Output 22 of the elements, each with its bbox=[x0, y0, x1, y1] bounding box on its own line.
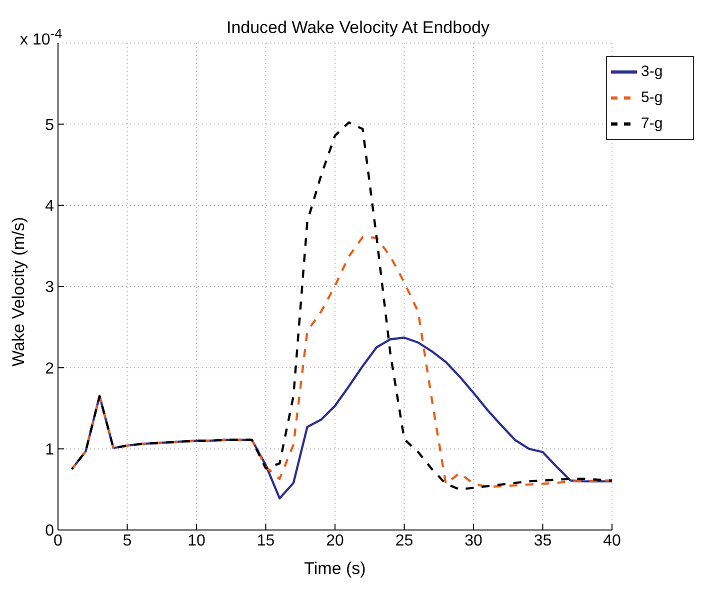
x-tick-label: 25 bbox=[395, 532, 414, 550]
x-axis-title: Time (s) bbox=[304, 559, 366, 578]
y-tick-label: 2 bbox=[45, 360, 54, 378]
legend-label: 7-g bbox=[641, 114, 663, 132]
x-tick-label: 40 bbox=[603, 532, 621, 550]
y-axis-title: Wake Velocity (m/s) bbox=[9, 216, 28, 366]
annotation: x 10$^{-4}$ bbox=[20, 26, 62, 50]
y-tick-label: 4 bbox=[45, 198, 54, 216]
line-series bbox=[70, 121, 612, 491]
legend-label: 5-g bbox=[641, 88, 663, 106]
chart-title: Induced Wake Velocity At Endbody bbox=[226, 18, 490, 37]
x-tick-label: 35 bbox=[534, 532, 552, 550]
x-tick-label: 20 bbox=[326, 532, 344, 550]
x-tick-label: 15 bbox=[256, 532, 275, 550]
legend-label: 3-g bbox=[641, 62, 663, 80]
line-series bbox=[70, 236, 612, 488]
y-tick-label: 3 bbox=[45, 279, 54, 296]
x-tick-label: 10 bbox=[188, 532, 206, 550]
y-tick-label: 5 bbox=[45, 116, 54, 134]
x-tick-label: 30 bbox=[464, 532, 482, 550]
x-tick-label: 5 bbox=[122, 532, 132, 550]
y-tick-label: 1 bbox=[45, 442, 54, 459]
